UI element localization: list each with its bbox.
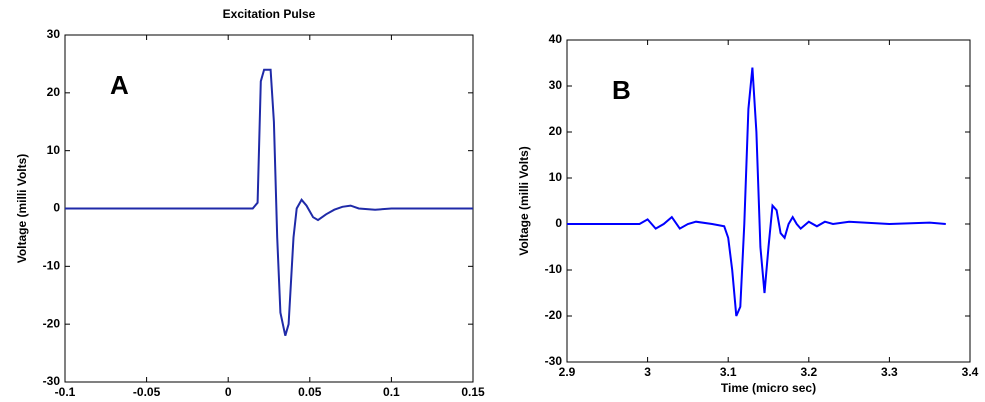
y-axis-label: Voltage (milli Volts) [517, 146, 531, 256]
y-tick-label: 20 [549, 124, 563, 138]
x-tick-label: 0.1 [383, 385, 400, 399]
x-tick-label: 0.15 [461, 385, 485, 399]
x-tick-label: 3 [644, 365, 651, 379]
plot-frame [566, 39, 971, 363]
x-tick-label: 3.3 [881, 365, 898, 379]
y-tick-label: 0 [53, 201, 60, 215]
line [65, 68, 473, 336]
y-tick-label: 0 [555, 216, 562, 230]
x-tick-label: 3.2 [800, 365, 817, 379]
y-tick-label: -10 [545, 262, 563, 276]
chart-title: Excitation Pulse [223, 7, 316, 21]
x-tick-label: 2.9 [559, 365, 576, 379]
y-axis-label: Voltage (milli Volts) [15, 154, 29, 264]
x-tick-label: 3.4 [962, 365, 979, 379]
y-tick-label: -30 [545, 354, 563, 368]
x-tick-label: 3.1 [720, 365, 737, 379]
annotation: A [110, 70, 129, 100]
y-tick-label: -30 [43, 374, 61, 388]
annotation: B [612, 75, 631, 105]
y-tick-label: -20 [545, 308, 563, 322]
x-tick-label: -0.1 [55, 385, 76, 399]
x-tick-label: 0 [225, 385, 232, 399]
y-tick-label: -20 [43, 316, 61, 330]
y-tick-label: 20 [47, 85, 61, 99]
x-axis-label: Time (micro sec) [721, 381, 816, 395]
y-tick-label: 30 [549, 78, 563, 92]
y-tick-label: 10 [47, 143, 61, 157]
line [567, 67, 946, 317]
x-tick-label: -0.05 [133, 385, 161, 399]
y-tick-label: -10 [43, 259, 61, 273]
x-tick-label: 0.05 [298, 385, 322, 399]
y-tick-label: 30 [47, 27, 61, 41]
y-tick-label: 40 [549, 32, 563, 46]
y-tick-label: 10 [549, 170, 563, 184]
